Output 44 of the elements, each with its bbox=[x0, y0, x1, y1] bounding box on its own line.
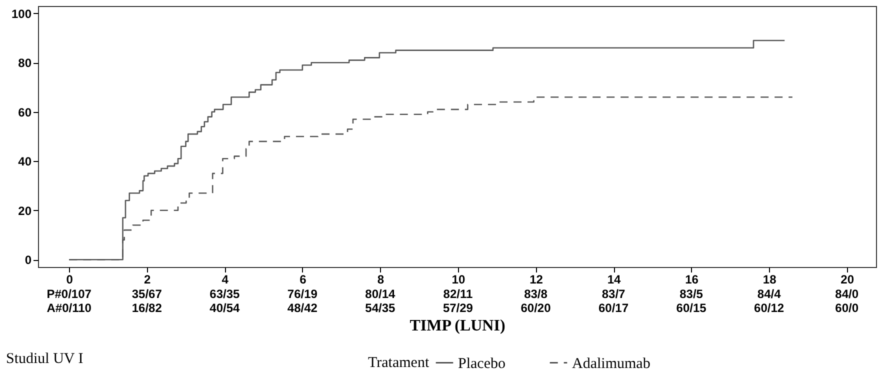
x-tick-label: 6 bbox=[300, 272, 307, 286]
text: 57/29 bbox=[442, 301, 474, 315]
text: 16/82 bbox=[132, 301, 162, 315]
text: 80/14 bbox=[365, 287, 396, 301]
text: 60/20 bbox=[520, 301, 552, 315]
legend-label: Placebo bbox=[458, 356, 506, 372]
x-tick-label: 18 bbox=[762, 272, 777, 286]
text: P#0/107 bbox=[46, 287, 92, 301]
x-tick-label: 2 bbox=[144, 272, 152, 286]
text: 48/42 bbox=[287, 301, 318, 315]
text: 63/35 bbox=[210, 287, 240, 301]
x-tick-label: 0 bbox=[66, 272, 74, 286]
x-axis-title: TIMP (LUNI) bbox=[410, 318, 506, 334]
text: 54/35 bbox=[365, 301, 396, 315]
text: 83/5 bbox=[680, 287, 704, 301]
text: 60/15 bbox=[676, 301, 707, 315]
y-tick-label: 100 bbox=[11, 6, 32, 21]
text: 82/11 bbox=[443, 287, 473, 301]
text: 60/12 bbox=[754, 301, 784, 315]
text: Studiul UV I bbox=[6, 351, 84, 367]
legend-title: Tratament bbox=[368, 355, 430, 371]
y-tick-label: 40 bbox=[18, 154, 32, 169]
legend-label: Adalimumab bbox=[572, 356, 650, 372]
x-tick-label: 10 bbox=[452, 272, 466, 286]
x-tick-label: 8 bbox=[377, 272, 384, 286]
y-tick-label: 80 bbox=[18, 56, 32, 70]
text: 84/4 bbox=[757, 287, 782, 301]
text: 60/0 bbox=[835, 301, 859, 315]
y-tick-label: 60 bbox=[18, 105, 32, 120]
x-tick-label: 12 bbox=[530, 272, 544, 286]
text: 60/17 bbox=[598, 301, 629, 315]
x-tick-label: 14 bbox=[607, 272, 622, 286]
text: 84/0 bbox=[835, 287, 859, 301]
text: 83/7 bbox=[602, 287, 626, 301]
x-tick-label: 20 bbox=[840, 272, 854, 286]
x-tick-label: 4 bbox=[222, 272, 229, 286]
x-tick-label: 16 bbox=[685, 272, 699, 286]
y-tick-label: 20 bbox=[18, 204, 32, 218]
text: 40/54 bbox=[210, 301, 240, 315]
text: 83/8 bbox=[524, 287, 548, 301]
text: 35/67 bbox=[132, 287, 162, 301]
text: A#0/110 bbox=[46, 301, 92, 315]
y-tick-label: 0 bbox=[24, 253, 32, 268]
text: 76/19 bbox=[287, 287, 318, 301]
